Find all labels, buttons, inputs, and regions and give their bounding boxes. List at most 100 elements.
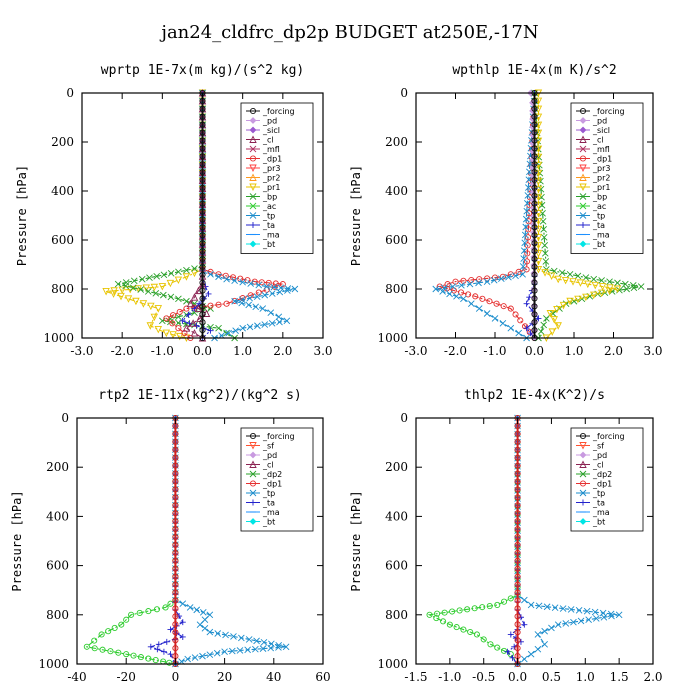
legend-label: _bp: [592, 193, 607, 202]
data-point: [537, 328, 545, 335]
data-point: [514, 557, 521, 564]
data-point: [199, 319, 206, 326]
data-point: [267, 644, 275, 652]
series-tp: [432, 89, 538, 342]
legend: _forcing_sf_pd_cl_dp2_dp1_tp_ta_ma_bt: [570, 427, 644, 532]
data-point: [460, 295, 467, 303]
data-point: [514, 486, 521, 493]
x-tick-label: 0.5: [542, 670, 561, 684]
data-point: [439, 288, 446, 295]
legend-label: _ma: [592, 231, 610, 240]
data-point: [507, 595, 514, 602]
data-point: [163, 315, 170, 322]
legend-label: _cl: [262, 461, 274, 470]
data-point: [172, 430, 179, 437]
x-tick-label: 0.0: [508, 670, 527, 684]
data-point: [505, 273, 512, 281]
data-point: [531, 168, 538, 176]
legend-marker: [249, 193, 257, 200]
x-tick-label: -1.0: [483, 344, 506, 358]
data-point: [584, 280, 592, 289]
data-point: [172, 526, 179, 533]
data-point: [566, 297, 574, 306]
x-tick-label: 20: [217, 670, 232, 684]
data-point: [521, 239, 529, 247]
data-point: [507, 651, 514, 658]
data-point: [524, 192, 532, 199]
legend-entry: _pd: [576, 451, 607, 460]
data-point: [531, 303, 538, 310]
data-point: [207, 270, 214, 278]
legend-marker: [579, 240, 587, 248]
data-point: [154, 325, 163, 334]
x-tick-label: -2.0: [444, 344, 467, 358]
data-point: [277, 284, 285, 292]
data-point: [179, 619, 186, 626]
data-point: [524, 250, 531, 257]
data-point: [499, 319, 507, 327]
data-point: [99, 646, 106, 653]
legend-entry: _ta: [576, 221, 605, 230]
y-axis-label: Pressure [hPa]: [349, 165, 363, 266]
legend-marker: [249, 183, 257, 192]
data-point: [523, 300, 530, 307]
data-point: [190, 293, 199, 301]
data-point: [228, 647, 236, 655]
data-point: [514, 510, 521, 517]
legend-label: _bt: [262, 518, 275, 527]
data-point: [199, 129, 206, 136]
data-point: [259, 305, 267, 312]
data-point: [531, 287, 538, 294]
legend-marker: [249, 240, 257, 248]
chart-panel-2: wpthlp 1E-4x(m K)/s^2 Pressure [hPa] -3.0 -…: [349, 63, 663, 358]
data-point: [519, 263, 527, 270]
data-point: [267, 309, 275, 317]
data-point: [590, 275, 598, 283]
data-point: [261, 321, 269, 328]
data-point: [199, 224, 206, 231]
legend-entry: _tp: [576, 489, 605, 498]
x-tick-label: 1.5: [610, 670, 629, 684]
series-line: [174, 418, 287, 665]
data-point: [172, 478, 179, 485]
y-tick-label: 400: [46, 509, 69, 523]
data-point: [132, 297, 140, 306]
data-point: [83, 643, 90, 650]
data-point: [576, 279, 585, 287]
data-point: [244, 646, 251, 654]
data-point: [236, 647, 244, 654]
legend-marker: [579, 107, 587, 115]
data-point: [531, 232, 538, 239]
y-tick-label: 200: [51, 135, 74, 149]
legend-label: _forcing: [592, 432, 625, 441]
data-point: [263, 283, 271, 290]
data-point: [145, 655, 152, 662]
panel-title: thlp2 1E-4x(K^2)/s: [464, 388, 605, 403]
legend-entry: _pr2: [576, 173, 610, 183]
data-point: [253, 637, 260, 645]
data-point: [268, 290, 276, 297]
data-point: [172, 454, 179, 461]
data-point: [514, 637, 521, 644]
data-point: [215, 324, 222, 332]
data-point: [279, 281, 286, 288]
legend-label: _cl: [592, 136, 604, 145]
data-point: [542, 258, 550, 265]
data-point: [172, 573, 179, 580]
data-point: [467, 300, 475, 308]
data-point: [193, 606, 201, 614]
data-point: [247, 280, 255, 287]
legend-label: _bt: [592, 240, 605, 249]
data-point: [252, 645, 259, 653]
chart-panel-4: thlp2 1E-4x(K^2)/s Pressure [hPa] -1.5 -1.0…: [349, 388, 663, 684]
data-point: [514, 621, 521, 628]
legend-label: _tp: [592, 489, 605, 498]
legend-entry: _dp1: [246, 155, 282, 164]
data-point: [107, 648, 114, 655]
legend-marker: [249, 117, 257, 124]
data-point: [440, 618, 447, 625]
data-point: [540, 234, 548, 241]
legend-marker: [249, 451, 257, 459]
legend-entry: _forcing: [576, 107, 625, 116]
data-point: [597, 289, 606, 298]
